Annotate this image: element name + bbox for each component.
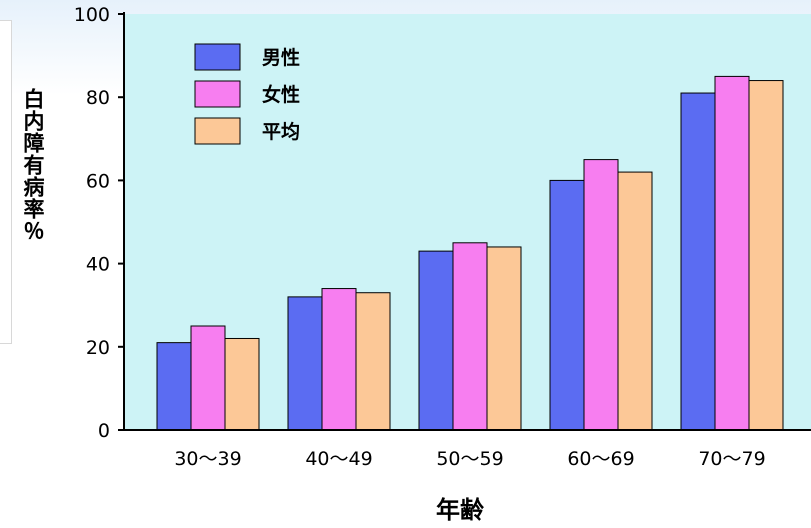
bar-女性-40～49 — [321, 288, 357, 431]
legend-swatch-平均 — [194, 117, 241, 145]
bar-平均-50～59 — [486, 246, 522, 431]
x-tick-label: 40～49 — [305, 448, 372, 470]
bar-平均-60～69 — [617, 171, 653, 431]
bar-女性-70～79 — [714, 75, 750, 431]
bar-女性-50～59 — [452, 242, 488, 431]
x-axis-label: 年齢 — [436, 496, 484, 524]
y-tick-label: 40 — [86, 254, 110, 276]
bar-男性-40～49 — [287, 296, 323, 431]
bar-男性-50～59 — [418, 250, 454, 431]
ylabel-frame — [0, 20, 12, 344]
legend-label: 男性 — [262, 46, 300, 69]
x-tick-label: 30～39 — [174, 448, 241, 470]
bar-女性-30～39 — [190, 325, 226, 431]
legend-label: 女性 — [262, 83, 300, 106]
legend-swatch-女性 — [194, 80, 241, 108]
y-tick-label: 80 — [86, 87, 110, 109]
x-tick-label: 60～69 — [567, 448, 634, 470]
bar-男性-30～39 — [156, 342, 192, 431]
y-tick-label: 100 — [74, 4, 110, 26]
bar-平均-30～39 — [224, 337, 260, 431]
y-tick-label: 20 — [86, 337, 110, 359]
y-axis-label: 白内障有病率％ — [21, 88, 45, 242]
x-tick-label: 50～59 — [436, 448, 503, 470]
bar-男性-70～79 — [680, 92, 716, 431]
y-tick-label: 0 — [98, 420, 110, 442]
legend-swatch-男性 — [194, 43, 241, 71]
legend-label: 平均 — [262, 120, 300, 143]
x-tick-label: 70～79 — [698, 448, 765, 470]
bar-平均-70～79 — [748, 80, 784, 431]
bar-女性-60～69 — [583, 159, 619, 431]
bar-平均-40～49 — [355, 292, 391, 431]
bar-男性-60～69 — [549, 179, 585, 431]
y-tick-label: 60 — [86, 170, 110, 192]
